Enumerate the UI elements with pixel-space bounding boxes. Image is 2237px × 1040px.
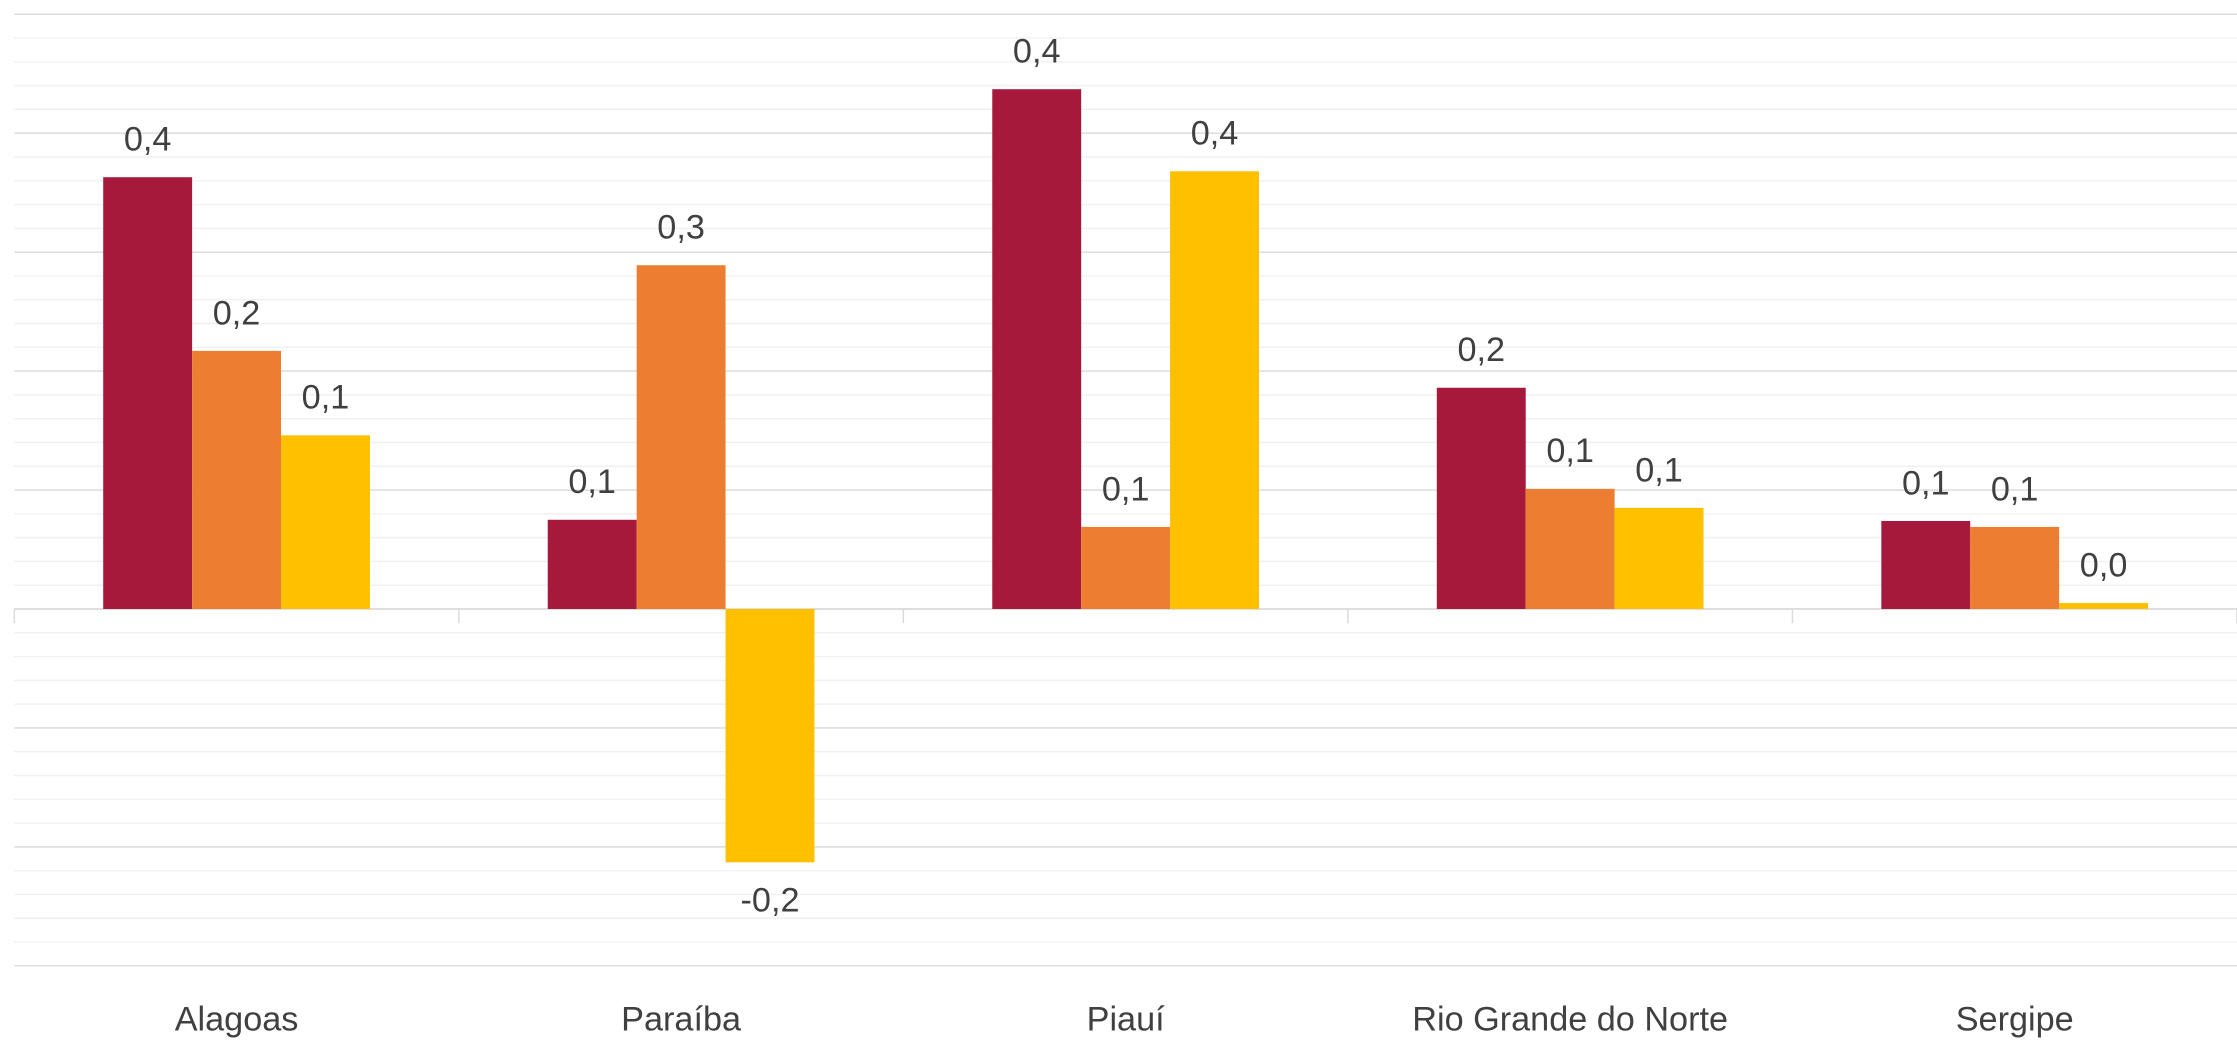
data-label: 0,2 [213, 294, 261, 332]
bar [1436, 387, 1526, 609]
data-label: 0,1 [568, 463, 616, 501]
data-label: 0,4 [1191, 115, 1239, 153]
bar [2059, 603, 2149, 609]
bar [725, 608, 815, 863]
data-label: 0,1 [302, 379, 350, 417]
bar [192, 350, 282, 609]
data-label: 0,1 [1902, 464, 1950, 502]
x-tick-label: Piauí [1087, 1001, 1165, 1039]
data-label: 0,1 [1102, 470, 1150, 508]
bar [1081, 526, 1171, 609]
x-tick-label: Rio Grande do Norte [1412, 1001, 1728, 1039]
bar [281, 435, 370, 609]
data-label: 0,0 [2080, 546, 2128, 584]
bar [1881, 520, 1971, 609]
x-tick-label: Sergipe [1956, 1001, 2074, 1039]
bar [1525, 488, 1615, 609]
x-tick-label: Alagoas [175, 1001, 299, 1039]
data-label: 0,2 [1457, 331, 1505, 369]
data-label: 0,1 [1991, 470, 2039, 508]
x-tick-label: Paraíba [621, 1001, 742, 1039]
data-label: -0,2 [741, 881, 800, 919]
bar [992, 89, 1082, 609]
bar [1170, 171, 1259, 609]
bar [103, 177, 193, 609]
data-label: 0,3 [657, 209, 705, 247]
data-label: 0,4 [124, 121, 172, 159]
data-label: 0,1 [1546, 432, 1594, 470]
bar [1614, 507, 1704, 609]
bar [547, 519, 637, 609]
bar [1970, 526, 2060, 609]
bar [636, 265, 726, 609]
data-label: 0,1 [1635, 451, 1683, 489]
data-label: 0,4 [1013, 33, 1061, 71]
